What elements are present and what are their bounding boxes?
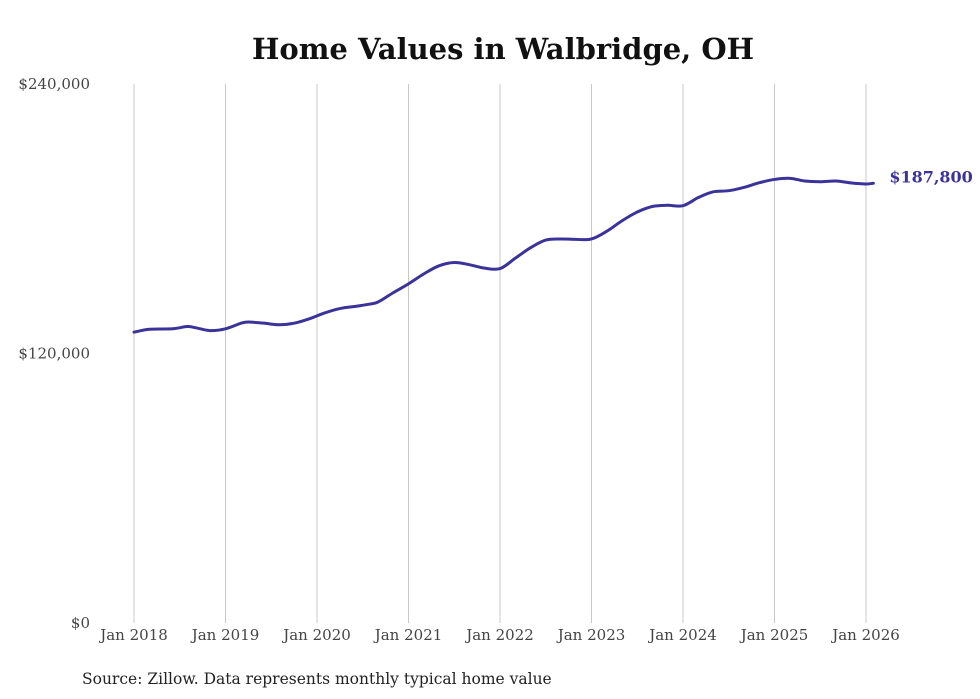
x-tick-label: Jan 2026 [830, 626, 900, 644]
y-tick-label: $0 [71, 614, 90, 632]
x-tick-label: Jan 2024 [647, 626, 717, 644]
y-axis-ticks: $0 $120,000 $240,000 [18, 75, 90, 632]
x-tick-label: Jan 2018 [98, 626, 168, 644]
chart-title: Home Values in Walbridge, OH [252, 32, 754, 66]
x-tick-label: Jan 2023 [556, 626, 626, 644]
x-tick-label: Jan 2022 [464, 626, 534, 644]
x-tick-label: Jan 2025 [739, 626, 809, 644]
y-tick-label: $120,000 [18, 345, 90, 363]
source-note: Source: Zillow. Data represents monthly … [82, 670, 552, 688]
x-axis-ticks: Jan 2018 Jan 2019 Jan 2020 Jan 2021 Jan 2022… [98, 626, 900, 644]
series-line-home-value [132, 176, 875, 334]
end-value-label: $187,800 [889, 167, 973, 186]
y-tick-label: $240,000 [18, 75, 90, 93]
x-tick-label: Jan 2020 [281, 626, 351, 644]
gridlines [133, 84, 867, 623]
x-tick-label: Jan 2019 [190, 626, 260, 644]
x-tick-label: Jan 2021 [373, 626, 443, 644]
